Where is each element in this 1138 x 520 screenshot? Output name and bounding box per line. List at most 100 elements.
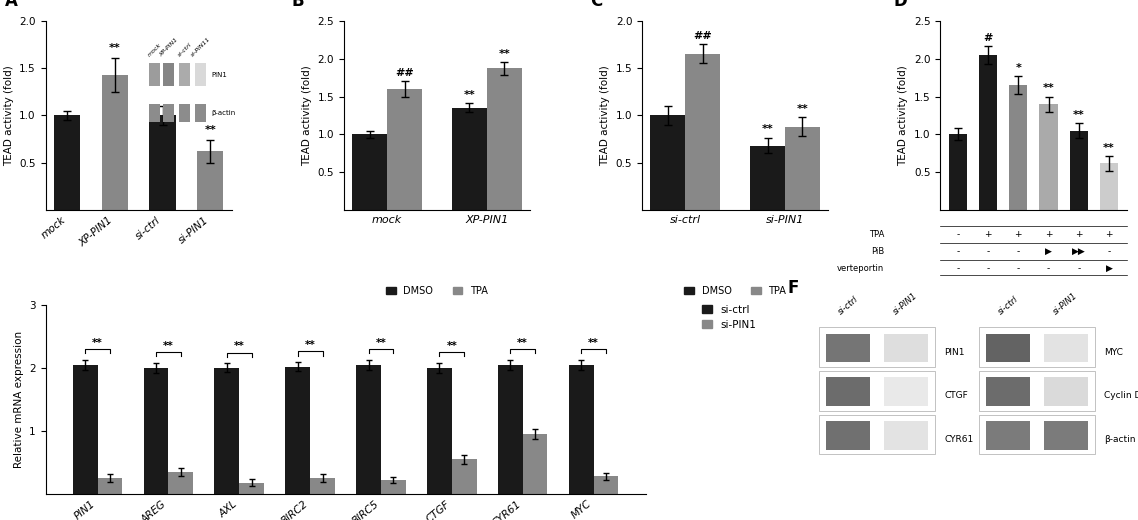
Text: Cyclin D1: Cyclin D1 bbox=[1104, 391, 1138, 400]
Text: ##: ## bbox=[395, 68, 414, 79]
Bar bbox=[497, 365, 522, 494]
Bar bbox=[1044, 334, 1088, 362]
Bar bbox=[53, 115, 81, 210]
Legend: DMSO, TPA: DMSO, TPA bbox=[681, 282, 790, 300]
Bar bbox=[149, 115, 175, 210]
Text: verteportin: verteportin bbox=[838, 264, 884, 273]
Text: +: + bbox=[984, 230, 992, 239]
Text: **: ** bbox=[797, 103, 808, 113]
Text: **: ** bbox=[1103, 142, 1115, 152]
Bar bbox=[487, 69, 521, 210]
Text: -: - bbox=[956, 264, 959, 273]
Text: PiB: PiB bbox=[871, 247, 884, 256]
Text: si-ctrl: si-ctrl bbox=[996, 294, 1020, 316]
Bar bbox=[949, 134, 967, 210]
Bar bbox=[101, 75, 127, 210]
Bar bbox=[214, 368, 239, 494]
Bar bbox=[452, 108, 487, 210]
Bar bbox=[381, 480, 406, 494]
Text: A: A bbox=[5, 0, 17, 10]
Text: -: - bbox=[1016, 264, 1020, 273]
Bar bbox=[1100, 163, 1119, 210]
Text: **: ** bbox=[588, 337, 599, 348]
Bar bbox=[594, 476, 618, 494]
Text: **: ** bbox=[463, 90, 476, 100]
Text: -: - bbox=[987, 247, 990, 256]
Bar bbox=[826, 421, 871, 449]
Bar bbox=[884, 334, 927, 362]
Bar bbox=[884, 378, 927, 406]
Bar bbox=[311, 478, 335, 494]
Bar bbox=[452, 459, 477, 494]
Y-axis label: TEAD activity (fold): TEAD activity (fold) bbox=[600, 65, 610, 166]
Bar bbox=[1009, 85, 1028, 210]
Text: #: # bbox=[983, 33, 992, 43]
Text: -: - bbox=[987, 264, 990, 273]
Text: -: - bbox=[1047, 264, 1050, 273]
Text: **: ** bbox=[234, 342, 245, 352]
Text: C: C bbox=[589, 0, 602, 10]
Text: CYR61: CYR61 bbox=[945, 435, 973, 444]
Text: **: ** bbox=[305, 340, 315, 350]
Bar bbox=[979, 55, 997, 210]
Text: **: ** bbox=[109, 43, 121, 53]
Text: **: ** bbox=[1073, 110, 1085, 120]
Bar bbox=[522, 434, 547, 494]
Bar bbox=[286, 367, 311, 494]
Bar bbox=[353, 134, 387, 210]
Text: -: - bbox=[1016, 247, 1020, 256]
Text: +: + bbox=[1075, 230, 1082, 239]
Bar bbox=[168, 472, 193, 494]
Bar bbox=[685, 54, 720, 210]
Text: β-actin: β-actin bbox=[1104, 435, 1136, 444]
Bar bbox=[785, 127, 819, 210]
Text: **: ** bbox=[163, 341, 174, 351]
Bar bbox=[197, 151, 223, 210]
Text: ▶: ▶ bbox=[1106, 264, 1113, 273]
Legend: DMSO, TPA: DMSO, TPA bbox=[382, 282, 492, 300]
Text: -: - bbox=[1078, 264, 1080, 273]
Y-axis label: TEAD activity (fold): TEAD activity (fold) bbox=[302, 65, 312, 166]
Bar bbox=[1039, 104, 1057, 210]
Text: -: - bbox=[1107, 247, 1111, 256]
Legend: si-ctrl, si-PIN1: si-ctrl, si-PIN1 bbox=[698, 301, 760, 334]
Bar bbox=[826, 378, 871, 406]
Bar bbox=[569, 365, 594, 494]
Bar bbox=[356, 365, 381, 494]
Bar bbox=[143, 368, 168, 494]
Text: -: - bbox=[956, 230, 959, 239]
Text: +: + bbox=[1045, 230, 1053, 239]
Bar bbox=[987, 378, 1030, 406]
Text: **: ** bbox=[1042, 84, 1055, 94]
Bar bbox=[1044, 421, 1088, 449]
Text: si-PIN1: si-PIN1 bbox=[892, 291, 920, 316]
Text: D: D bbox=[893, 0, 907, 10]
Bar bbox=[651, 115, 685, 210]
Bar bbox=[387, 89, 422, 210]
Text: MYC: MYC bbox=[1104, 347, 1123, 357]
Text: CTGF: CTGF bbox=[945, 391, 968, 400]
Text: **: ** bbox=[205, 125, 216, 135]
Bar bbox=[987, 421, 1030, 449]
Text: **: ** bbox=[518, 337, 528, 348]
Bar bbox=[73, 365, 98, 494]
Bar bbox=[427, 368, 452, 494]
Y-axis label: Relative mRNA expression: Relative mRNA expression bbox=[14, 331, 24, 468]
Bar bbox=[987, 334, 1030, 362]
Bar bbox=[239, 483, 264, 494]
Text: *: * bbox=[1015, 63, 1021, 73]
Bar bbox=[750, 146, 785, 210]
Y-axis label: TEAD activity (fold): TEAD activity (fold) bbox=[3, 65, 14, 166]
Text: si-PIN1: si-PIN1 bbox=[1052, 291, 1080, 316]
Text: **: ** bbox=[376, 337, 386, 348]
Bar bbox=[1044, 378, 1088, 406]
Text: PIN1: PIN1 bbox=[945, 347, 965, 357]
Bar bbox=[826, 334, 871, 362]
Text: **: ** bbox=[498, 49, 510, 59]
Text: B: B bbox=[291, 0, 304, 10]
Text: **: ** bbox=[446, 341, 457, 351]
Text: -: - bbox=[956, 247, 959, 256]
Text: ▶▶: ▶▶ bbox=[1072, 247, 1086, 256]
Text: ▶: ▶ bbox=[1045, 247, 1052, 256]
Text: **: ** bbox=[761, 124, 774, 134]
